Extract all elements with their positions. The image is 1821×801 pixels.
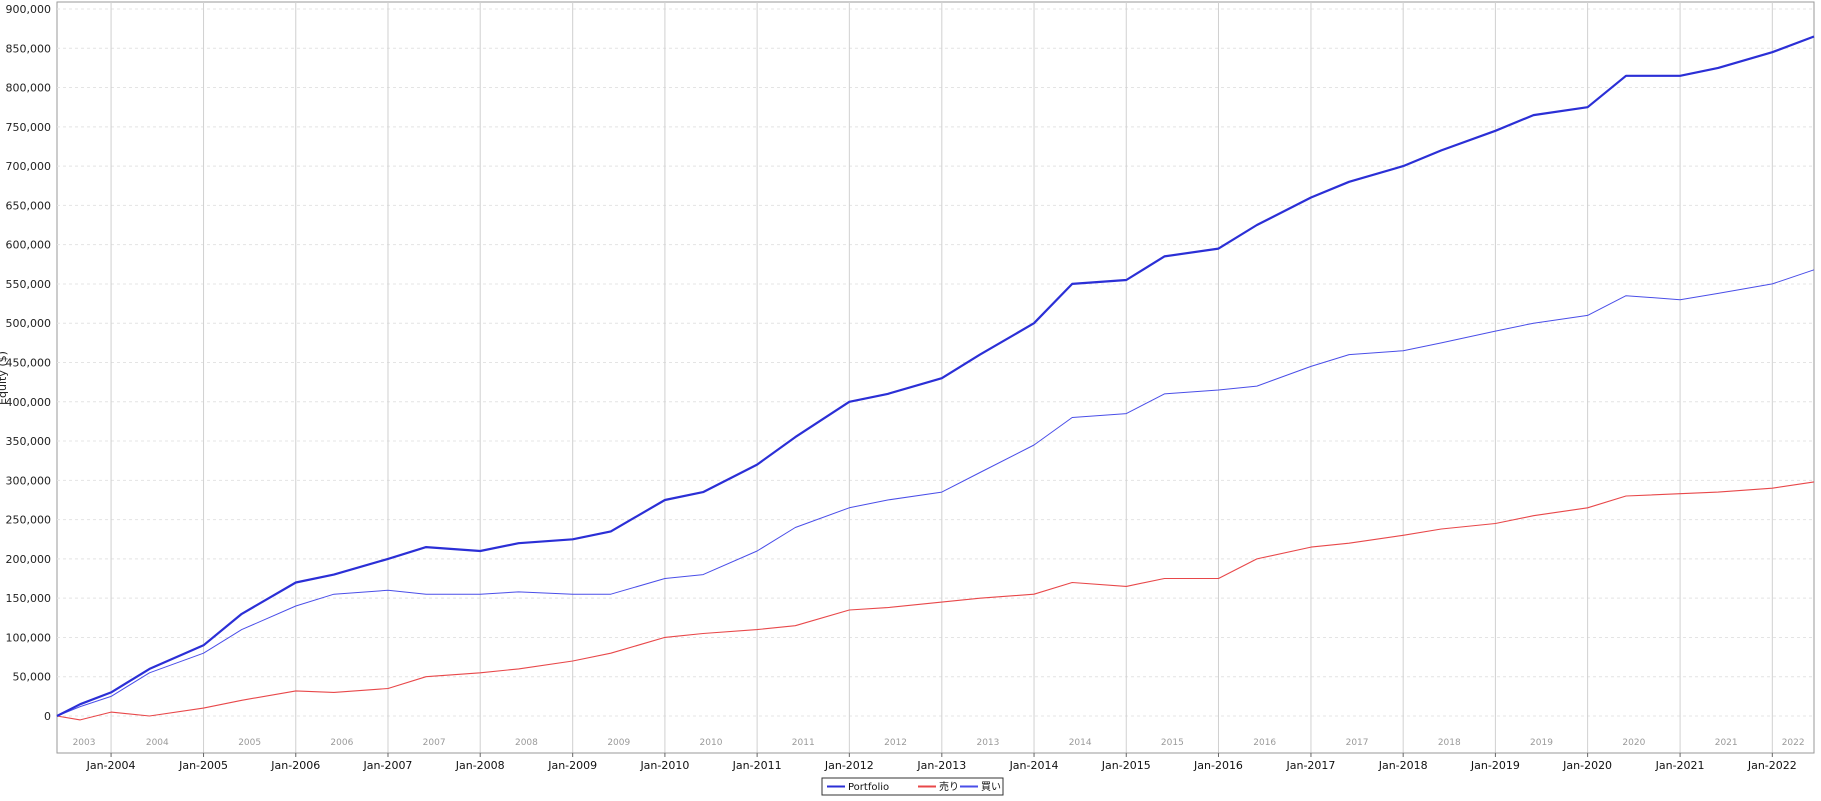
x-tick-label: Jan-2013 [916, 759, 966, 772]
series-lines [56, 35, 1815, 721]
year-band-label: 2004 [146, 738, 169, 748]
year-band-label: 2005 [238, 738, 261, 748]
year-band-label: 2021 [1715, 738, 1738, 748]
year-band-label: 2007 [423, 738, 446, 748]
y-tick-label: 50,000 [13, 671, 52, 684]
x-tick-label: Jan-2007 [363, 759, 413, 772]
plot-area [56, 1, 1815, 754]
axes: 0 50,000 100,000 150,000 200,000 250,000 300,0… [6, 3, 1814, 772]
year-band-label: 2006 [330, 738, 353, 748]
grid [57, 2, 1814, 753]
year-band-label: 2020 [1622, 738, 1645, 748]
y-tick-label: 350,000 [6, 435, 52, 448]
x-tick-label: Jan-2012 [824, 759, 874, 772]
legend: Portfolio 売り 買い [821, 777, 1004, 796]
year-band-label: 2011 [792, 738, 815, 748]
y-tick-label: 100,000 [6, 631, 52, 644]
x-tick-label: Jan-2008 [455, 759, 505, 772]
x-tick-label: Jan-2019 [1470, 759, 1520, 772]
x-tick-label: Jan-2005 [178, 759, 228, 772]
year-band-label: 2016 [1253, 738, 1276, 748]
y-tick-label: 750,000 [6, 121, 52, 134]
y-tick-label: 250,000 [6, 514, 52, 527]
y-tick-label: 150,000 [6, 592, 52, 605]
y-tick-label: 550,000 [6, 278, 52, 291]
y-tick-label: 900,000 [6, 3, 52, 16]
year-band-label: 2003 [73, 738, 96, 748]
x-tick-label: Jan-2016 [1193, 759, 1243, 772]
year-band-label: 2008 [515, 738, 538, 748]
legend-label: 買い [981, 781, 1001, 793]
year-band-label: 2009 [607, 738, 630, 748]
year-band-label: 2015 [1161, 738, 1184, 748]
legend-label: 売り [939, 780, 959, 793]
x-tick-label: Jan-2015 [1101, 759, 1151, 772]
x-tick-label: Jan-2011 [732, 759, 782, 772]
x-tick-label: Jan-2020 [1562, 759, 1612, 772]
y-tick-label: 700,000 [6, 160, 52, 173]
year-band-label: 2017 [1346, 738, 1369, 748]
x-tick-label: Jan-2009 [547, 759, 597, 772]
x-tick-label: Jan-2021 [1655, 759, 1705, 772]
year-band-label: 2014 [1069, 738, 1092, 748]
x-tick-label: Jan-2014 [1009, 759, 1059, 772]
year-band-label: 2010 [700, 738, 723, 748]
x-tick-label: Jan-2004 [86, 759, 136, 772]
x-tick-label: Jan-2018 [1378, 759, 1428, 772]
legend-label: Portfolio [848, 782, 889, 793]
legend-box [821, 777, 1004, 796]
x-tick-label: Jan-2017 [1285, 759, 1335, 772]
y-tick-label: 800,000 [6, 82, 52, 95]
y-tick-label: 450,000 [6, 357, 52, 370]
y-tick-label: 500,000 [6, 317, 52, 330]
y-tick-label: 400,000 [6, 396, 52, 409]
x-tick-label: Jan-2022 [1747, 759, 1797, 772]
series-line-1 [56, 35, 1815, 717]
year-band-label: 2012 [884, 738, 907, 748]
year-band-label: 2018 [1438, 738, 1461, 748]
series-line-3 [56, 269, 1815, 717]
y-tick-label: 650,000 [6, 199, 52, 212]
y-tick-label: 850,000 [6, 42, 52, 55]
year-band-label: 2019 [1530, 738, 1553, 748]
x-tick-label: Jan-2006 [270, 759, 320, 772]
y-axis-label: Equity ($) [0, 351, 9, 405]
x-tick-label: Jan-2010 [639, 759, 689, 772]
year-band-label: 2022 [1782, 738, 1805, 748]
y-tick-label: 300,000 [6, 474, 52, 487]
y-tick-label: 200,000 [6, 553, 52, 566]
year-band-label: 2013 [976, 738, 999, 748]
y-tick-label: 600,000 [6, 239, 52, 252]
series-line-2 [56, 481, 1815, 721]
y-tick-label: 0 [44, 710, 51, 723]
